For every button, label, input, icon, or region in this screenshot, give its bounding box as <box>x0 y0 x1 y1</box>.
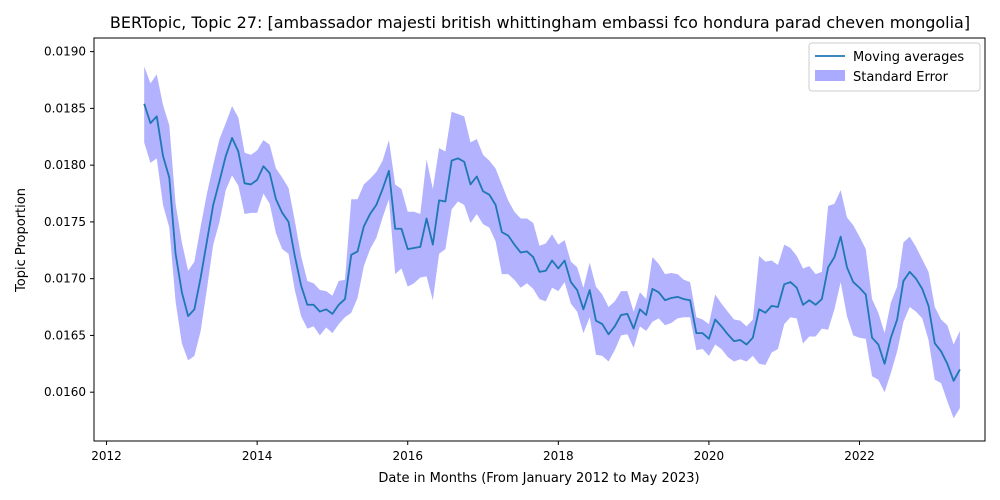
legend-band-swatch <box>815 70 845 81</box>
y-tick-label: 0.0175 <box>44 215 86 229</box>
y-tick-label: 0.0170 <box>44 272 86 286</box>
standard-error-band <box>144 66 960 419</box>
y-tick-label: 0.0190 <box>44 45 86 59</box>
x-tick-label: 2016 <box>392 449 423 463</box>
x-tick-label: 2012 <box>91 449 122 463</box>
plot-frame <box>93 37 986 442</box>
x-tick-label: 2022 <box>844 449 875 463</box>
x-tick-label: 2014 <box>242 449 273 463</box>
legend-box <box>808 42 981 92</box>
x-tick-label: 2020 <box>694 449 725 463</box>
x-axis-label: Date in Months (From January 2012 to May… <box>378 471 699 486</box>
x-tick-label: 2018 <box>543 449 574 463</box>
y-tick-label: 0.0185 <box>44 101 86 115</box>
y-tick-label: 0.0180 <box>44 158 86 172</box>
moving-average-line <box>143 103 961 382</box>
y-tick-label: 0.0160 <box>44 385 86 399</box>
chart-title: BERTopic, Topic 27: [ambassador majesti … <box>110 13 970 32</box>
legend-label-standard-error: Standard Error <box>853 70 949 85</box>
legend: Moving averages Standard Error <box>808 42 981 92</box>
y-tick-label: 0.0165 <box>44 328 86 342</box>
y-axis: 0.0160 0.0165 0.0170 0.0175 0.0180 0.0185 0.01… <box>44 45 94 399</box>
standard-error-band-layer <box>144 66 960 419</box>
x-axis: 2012 2014 2016 2018 2020 2022 <box>91 441 875 463</box>
legend-label-moving-averages: Moving averages <box>853 50 964 65</box>
moving-average-line-layer <box>143 103 961 382</box>
y-axis-label: Topic Proportion <box>14 188 29 293</box>
